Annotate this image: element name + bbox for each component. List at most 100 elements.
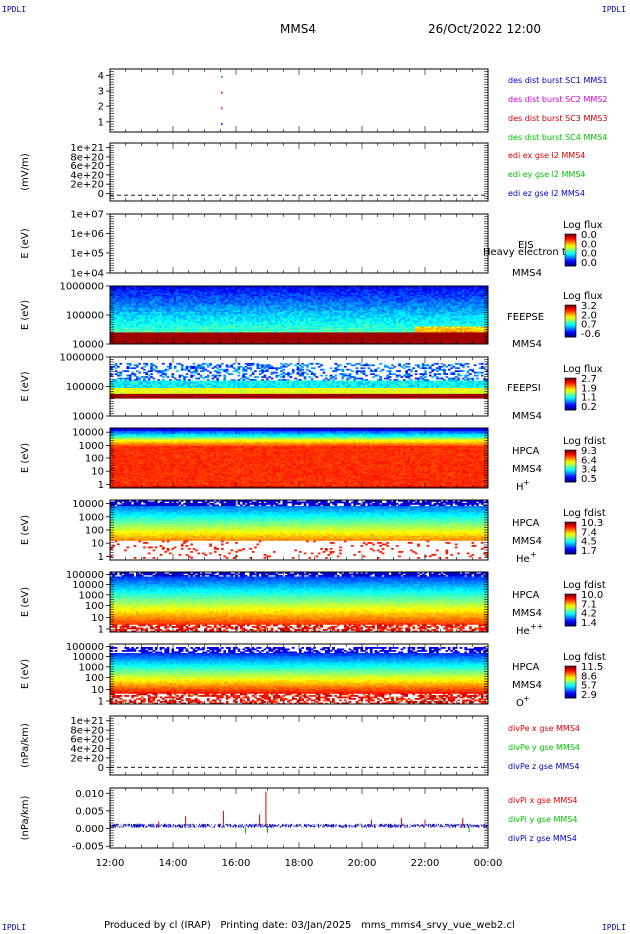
feepse-cell <box>249 301 253 304</box>
feepse-cell <box>180 330 184 333</box>
feepse-cell <box>270 291 274 294</box>
feepse-cell <box>261 294 264 297</box>
feepse-cell <box>213 328 217 330</box>
feepse-cell <box>256 310 260 313</box>
feepse-cell <box>140 323 144 326</box>
feepse-cell <box>187 303 191 306</box>
feepse-cell <box>277 310 281 313</box>
feepse-cell <box>138 309 142 311</box>
feepse-cell <box>202 326 205 329</box>
feepse-cell <box>121 342 125 345</box>
feepse-cell <box>119 339 123 342</box>
feepse-cell <box>112 293 116 295</box>
feepse-cell <box>112 329 116 332</box>
feepse-cell <box>206 339 210 342</box>
feepse-cell <box>280 307 283 310</box>
feepse-cell <box>114 299 118 301</box>
feepse-cell <box>169 330 172 333</box>
feepse-cell <box>145 341 149 343</box>
edi-legend-2: edi ez gse l2 MMS4 <box>508 189 585 198</box>
feepse-cell <box>202 328 205 330</box>
feepse-cell <box>213 288 217 291</box>
feepse-cell <box>251 290 255 293</box>
feepse-cell <box>185 316 189 319</box>
feepse-cell <box>197 310 201 313</box>
feepse-cell <box>242 300 245 303</box>
feepse-cell <box>133 304 137 307</box>
feepse-cell <box>263 291 267 294</box>
feepse-cell <box>235 333 238 336</box>
feepse-cell <box>166 291 170 294</box>
feepse-cell <box>147 304 151 307</box>
feepse-cell <box>147 341 151 343</box>
feepse-cell <box>112 306 116 309</box>
feepse-cell <box>169 341 172 343</box>
feepse-cell <box>126 315 130 317</box>
feepse-cell <box>131 320 134 323</box>
feepse-cell <box>121 294 125 297</box>
feepse-cell <box>204 336 208 339</box>
feepse-cell <box>119 315 123 317</box>
feepse-cell <box>124 310 127 313</box>
feepse-cell <box>110 306 113 309</box>
feepse-cell <box>183 326 186 329</box>
feepse-cell <box>237 329 241 332</box>
feepse-cell <box>195 313 198 316</box>
feepse-cell <box>263 316 267 319</box>
feepse-cell <box>265 319 269 322</box>
feepse-cell <box>140 336 144 339</box>
feepse-cell <box>273 313 276 316</box>
feepse-cell <box>157 293 160 295</box>
feepse-cell <box>195 336 198 339</box>
feepse-heatmap <box>110 286 489 345</box>
feepse-cell <box>133 310 137 313</box>
feepse-cell <box>242 310 245 313</box>
feepse-cell <box>232 313 236 316</box>
feepse-cell <box>140 326 144 329</box>
feepse-cell <box>128 293 132 295</box>
feepse-cell <box>133 329 137 332</box>
feepse-cell <box>225 328 229 330</box>
feepse-cell <box>270 293 274 295</box>
corner-logo-left: IPDLI <box>2 5 26 14</box>
feepse-cell <box>258 313 262 316</box>
feepse-cell <box>114 287 118 290</box>
feepse-cell <box>199 301 203 304</box>
feepse-cell <box>147 300 151 303</box>
feepse-cell <box>254 319 257 322</box>
feepse-cell <box>258 333 262 336</box>
feepse-cell <box>242 296 245 298</box>
feepse-cell <box>277 299 281 301</box>
feepse-cell <box>150 286 153 288</box>
feepse-cell <box>173 301 177 304</box>
feepse-cell <box>161 294 165 297</box>
feepse-cell <box>187 336 191 339</box>
feepse-cell <box>237 330 241 333</box>
feepse-cell <box>202 333 205 336</box>
feepse-cell <box>216 333 219 336</box>
feepse-cell <box>254 288 257 291</box>
feepse-cell <box>256 316 260 319</box>
feepse-cell <box>218 312 222 314</box>
feepse-cell <box>277 325 281 327</box>
feepse-cell <box>114 310 118 313</box>
feepse-cell <box>173 316 177 319</box>
feepse-cell <box>225 294 229 297</box>
feepse-cell <box>166 341 170 343</box>
feepse-cell <box>263 312 267 314</box>
feepse-cell <box>166 335 170 338</box>
feepse-cell <box>249 325 253 327</box>
feepse-cell <box>265 312 269 314</box>
feepse-cell <box>190 310 193 313</box>
feepse-cell <box>254 326 257 329</box>
feepse-cell <box>187 293 191 295</box>
eis-colorbar-cell <box>565 254 576 256</box>
feepse-cell <box>117 317 120 320</box>
feepse-cell <box>126 303 130 306</box>
feepse-cell <box>143 291 146 294</box>
feepse-cell <box>213 317 217 320</box>
feepse-cell <box>152 303 156 306</box>
feepse-cell <box>131 309 134 311</box>
feepse-cell <box>277 304 281 307</box>
feepse-cell <box>143 300 146 303</box>
